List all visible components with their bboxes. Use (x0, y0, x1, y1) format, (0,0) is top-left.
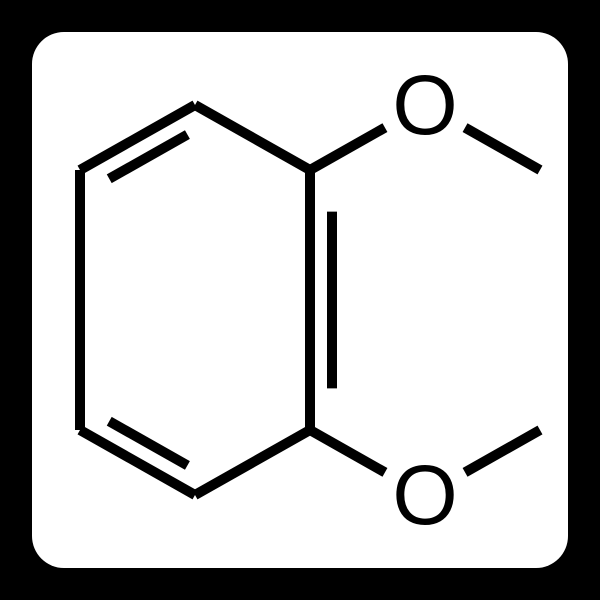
atom-label-o: O (392, 448, 457, 542)
molecule-canvas: OO (0, 0, 600, 600)
atom-label-o: O (392, 58, 457, 152)
card-background (32, 32, 568, 568)
